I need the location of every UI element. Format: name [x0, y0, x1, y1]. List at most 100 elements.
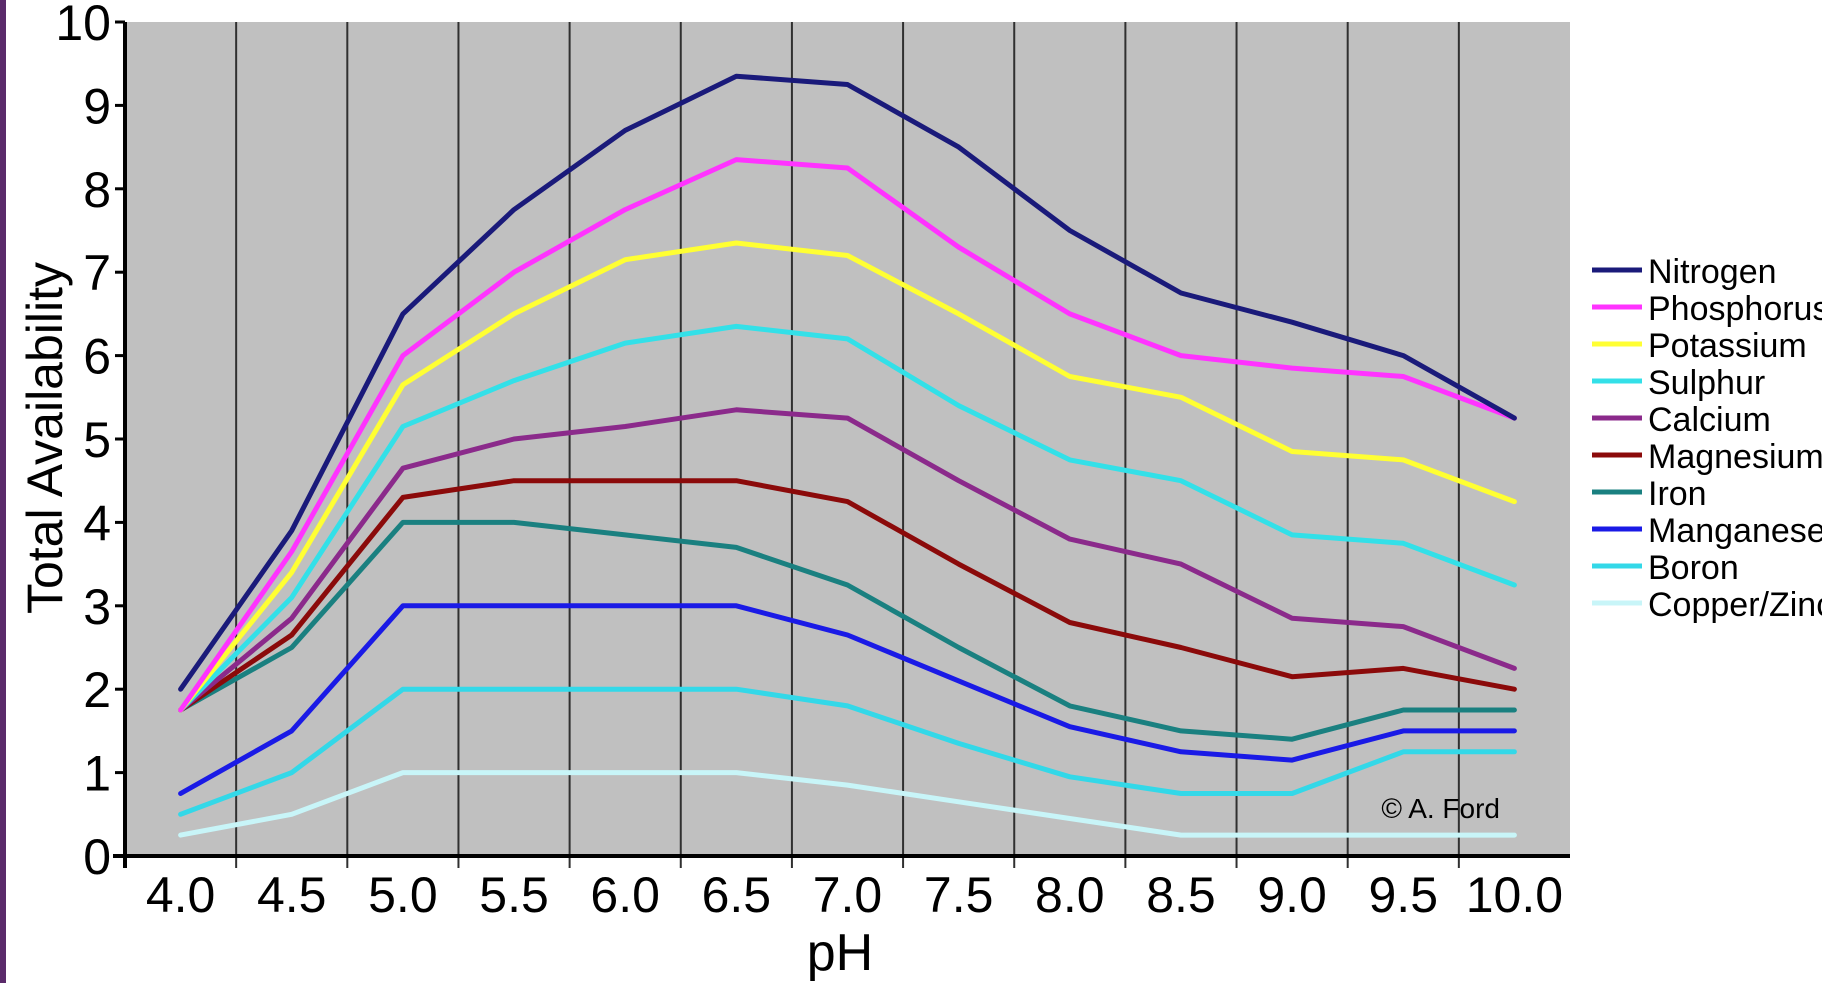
data-point-magnesium [1401, 666, 1405, 670]
legend-label: Calcium [1648, 401, 1771, 439]
data-point-manganese [846, 633, 849, 637]
data-point-manganese [734, 604, 738, 608]
x-tick-label: 6.0 [590, 867, 660, 923]
data-point-sulphur [1179, 479, 1183, 483]
y-tick-label: 5 [83, 412, 111, 468]
legend-label: Potassium [1648, 327, 1807, 365]
data-point-manganese [957, 679, 961, 683]
legend-label: Manganese [1648, 512, 1822, 550]
data-point-iron [512, 520, 516, 524]
data-point-manganese [623, 604, 627, 608]
legend-item-phosphorus: Phosphorus [1592, 290, 1822, 328]
data-point-copper-zinc [957, 800, 961, 804]
data-point-manganese [179, 791, 183, 795]
data-point-calcium [846, 416, 849, 420]
legend-item-sulphur: Sulphur [1592, 364, 1765, 402]
data-point-calcium [623, 424, 627, 428]
data-point-magnesium [290, 633, 294, 637]
x-tick-label: 6.5 [702, 867, 772, 923]
x-tick-label: 8.5 [1146, 867, 1216, 923]
data-point-nitrogen [1290, 320, 1294, 324]
data-point-potassium [1068, 374, 1072, 378]
x-tick-label: 10.0 [1466, 867, 1563, 923]
data-point-phosphorus [1401, 374, 1405, 378]
data-point-magnesium [512, 479, 516, 483]
series-layer [178, 73, 1517, 838]
data-point-iron [1179, 729, 1183, 733]
data-point-potassium [1290, 450, 1294, 454]
data-point-phosphorus [401, 354, 405, 358]
data-point-sulphur [623, 341, 627, 345]
data-point-calcium [401, 466, 405, 470]
data-point-boron [401, 687, 405, 691]
data-point-magnesium [401, 495, 405, 499]
data-point-magnesium [846, 500, 849, 504]
data-point-boron [846, 704, 849, 708]
data-point-manganese [1512, 729, 1516, 733]
x-axis-title: pH [807, 924, 873, 982]
data-point-phosphorus [734, 158, 738, 162]
data-point-nitrogen [734, 74, 738, 78]
legend-item-calcium: Calcium [1592, 401, 1771, 439]
data-point-manganese [1290, 758, 1294, 762]
x-tick-label: 9.5 [1369, 867, 1439, 923]
data-point-nitrogen [1068, 229, 1072, 232]
data-point-potassium [1401, 458, 1405, 462]
legend-label: Copper/Zinc [1648, 586, 1822, 624]
data-point-magnesium [1512, 687, 1516, 691]
data-point-potassium [1512, 500, 1516, 504]
data-point-iron [1512, 708, 1516, 712]
y-tick-label: 2 [83, 662, 111, 718]
y-tick-label: 4 [83, 495, 111, 551]
data-point-iron [734, 545, 738, 549]
data-point-phosphorus [1290, 366, 1294, 370]
data-point-calcium [1401, 625, 1405, 629]
legend-item-nitrogen: Nitrogen [1592, 253, 1777, 291]
data-point-potassium [846, 254, 849, 258]
legend-label: Magnesium [1648, 438, 1822, 476]
data-point-phosphorus [623, 208, 627, 212]
data-point-iron [623, 533, 627, 537]
y-tick-label: 1 [83, 746, 111, 802]
data-point-sulphur [734, 324, 738, 328]
data-point-nitrogen [623, 128, 627, 132]
data-point-nitrogen [290, 529, 294, 533]
legend-label: Sulphur [1648, 364, 1765, 402]
data-point-phosphorus [179, 708, 183, 712]
data-point-manganese [401, 604, 405, 608]
x-tick-label: 8.0 [1035, 867, 1105, 923]
data-point-potassium [401, 383, 405, 387]
data-point-nitrogen [957, 145, 961, 149]
data-point-copper-zinc [1401, 833, 1405, 837]
data-point-phosphorus [957, 245, 961, 249]
data-point-phosphorus [1068, 312, 1072, 316]
data-point-potassium [512, 312, 516, 316]
data-point-boron [290, 771, 294, 775]
y-tick-label: 3 [83, 579, 111, 635]
data-point-boron [179, 812, 183, 816]
data-point-iron [1290, 737, 1294, 741]
data-point-iron [1068, 704, 1072, 708]
data-point-phosphorus [512, 270, 516, 274]
y-tick-label: 7 [83, 245, 111, 301]
data-point-manganese [290, 729, 294, 733]
data-point-boron [1068, 775, 1072, 779]
data-point-copper-zinc [179, 833, 183, 837]
legend-item-manganese: Manganese [1592, 512, 1822, 550]
data-point-copper-zinc [1068, 816, 1072, 820]
data-point-nitrogen [1512, 416, 1516, 420]
data-point-copper-zinc [623, 771, 627, 775]
data-point-potassium [957, 312, 961, 316]
data-point-iron [957, 646, 961, 649]
data-point-copper-zinc [1512, 833, 1516, 837]
data-point-nitrogen [846, 83, 849, 87]
data-point-calcium [734, 408, 738, 412]
data-point-sulphur [1512, 583, 1516, 587]
y-tick-label: 10 [55, 0, 111, 51]
data-point-nitrogen [1179, 291, 1183, 295]
legend-label: Boron [1648, 549, 1739, 587]
legend-item-copper-zinc: Copper/Zinc [1592, 586, 1822, 624]
data-point-magnesium [957, 562, 961, 566]
data-point-nitrogen [1401, 354, 1405, 358]
